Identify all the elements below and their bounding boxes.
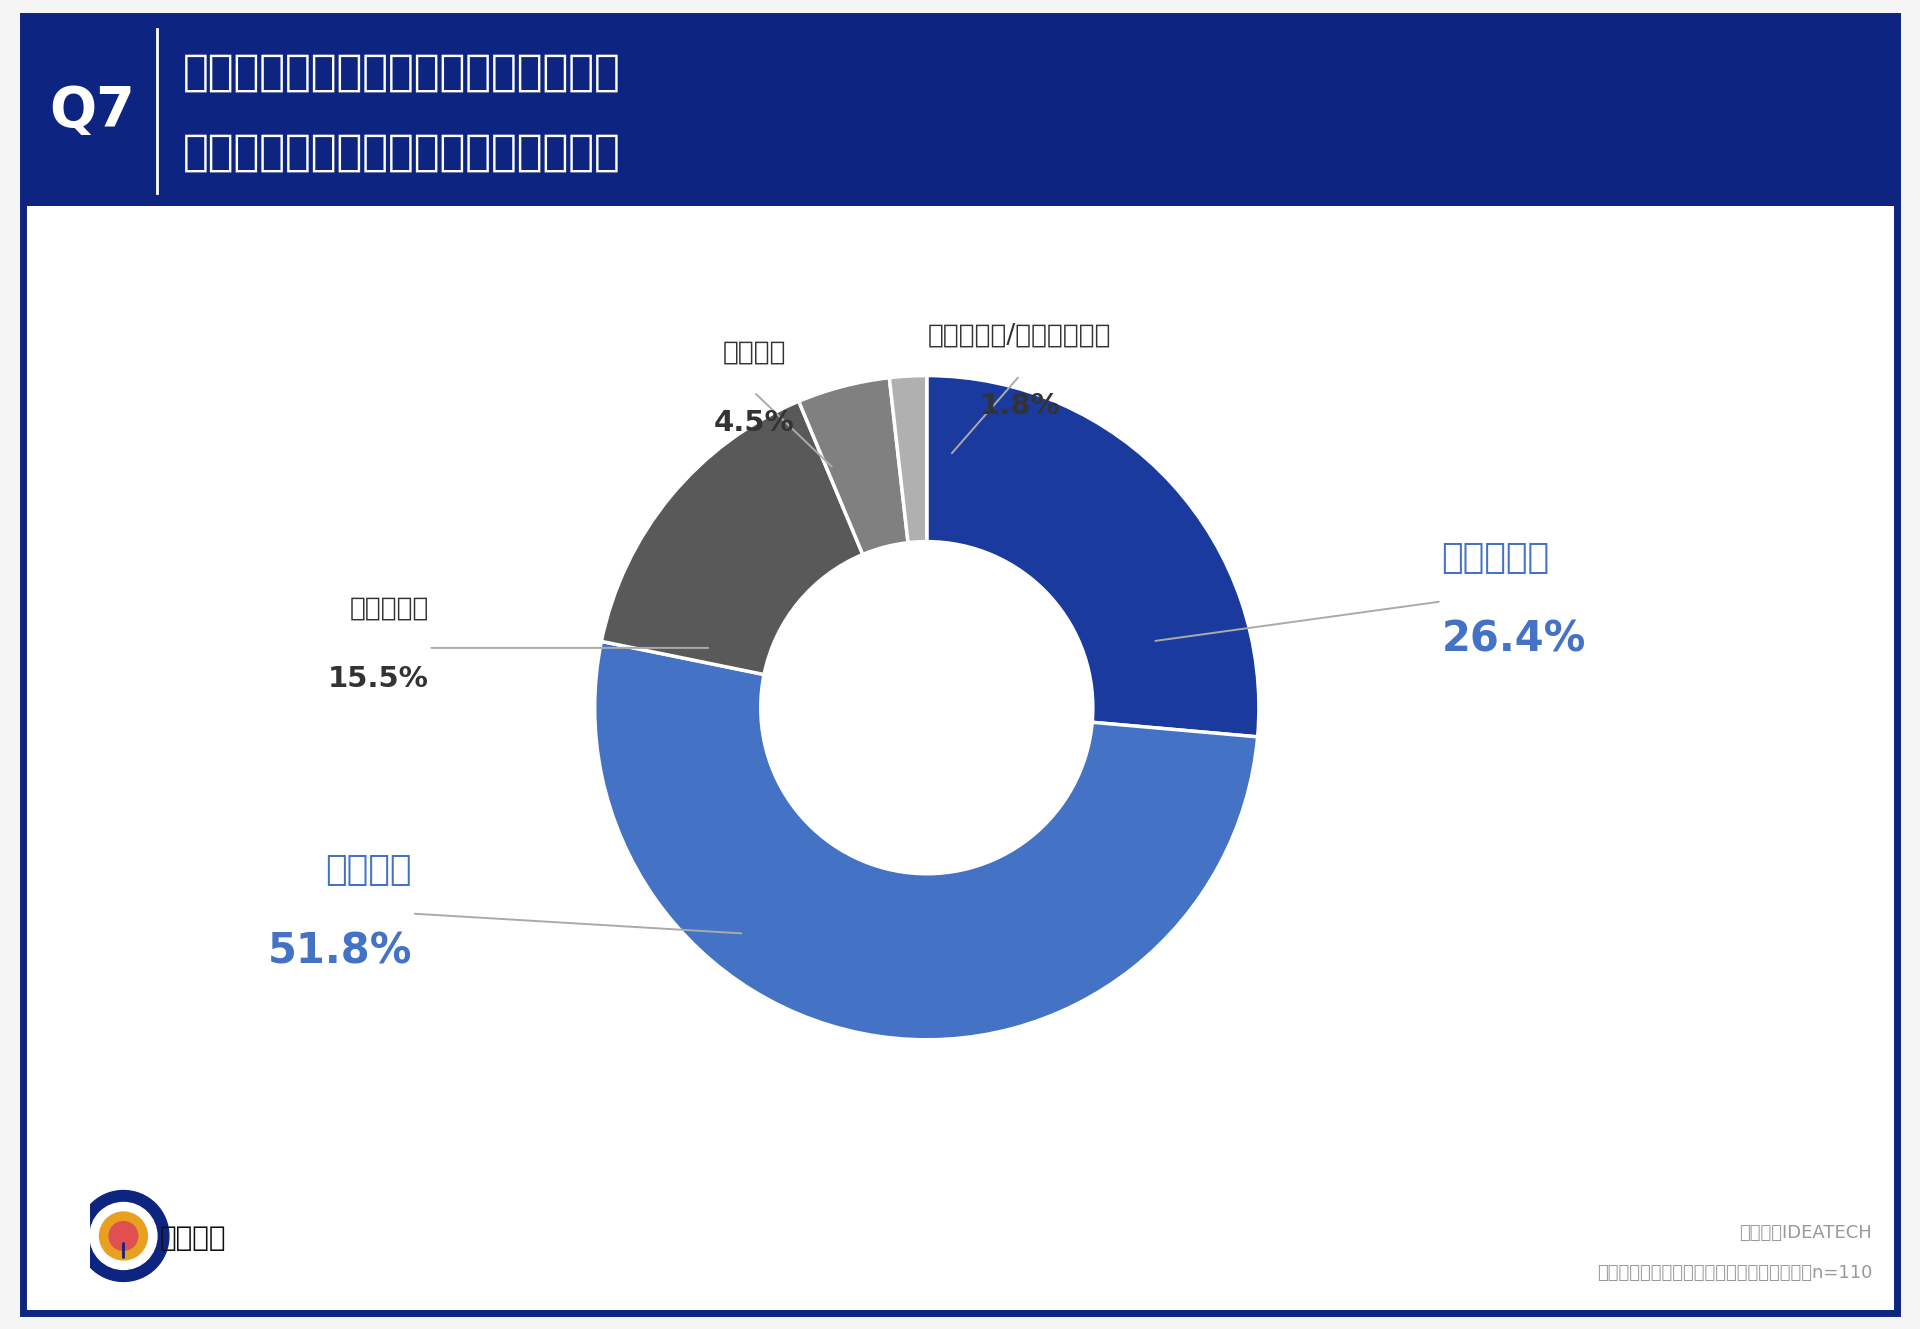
Text: 課題に感じていることはありますか。: 課題に感じていることはありますか。 (182, 132, 620, 174)
Circle shape (79, 1191, 169, 1281)
Circle shape (90, 1203, 157, 1269)
Text: 全くない: 全くない (722, 340, 785, 365)
Wedge shape (927, 376, 1260, 736)
Text: リサピー: リサピー (159, 1224, 227, 1252)
Text: かなりある: かなりある (1442, 541, 1549, 575)
Text: 15.5%: 15.5% (328, 664, 428, 692)
Text: 4.5%: 4.5% (714, 409, 795, 437)
Wedge shape (799, 377, 908, 554)
Wedge shape (889, 376, 927, 542)
Text: 1.8%: 1.8% (979, 392, 1060, 420)
Text: ややある: ややある (326, 853, 413, 886)
Circle shape (100, 1212, 148, 1260)
Text: あまりない: あまりない (349, 595, 428, 622)
Text: お役立ち資料の作成・運営において、: お役立ち資料の作成・運営において、 (182, 52, 620, 94)
Text: 株式会社IDEATECH: 株式会社IDEATECH (1740, 1224, 1872, 1243)
Text: Q7: Q7 (50, 84, 134, 138)
Text: 26.4%: 26.4% (1442, 618, 1586, 661)
Text: わからない/答えられない: わからない/答えられない (927, 323, 1112, 350)
Circle shape (109, 1221, 138, 1251)
Text: お役立ち資料の設置企業に関する実態調査｜n=110: お役立ち資料の設置企業に関する実態調査｜n=110 (1597, 1264, 1872, 1282)
Wedge shape (601, 401, 862, 675)
Text: 51.8%: 51.8% (267, 930, 413, 973)
Wedge shape (595, 642, 1258, 1039)
